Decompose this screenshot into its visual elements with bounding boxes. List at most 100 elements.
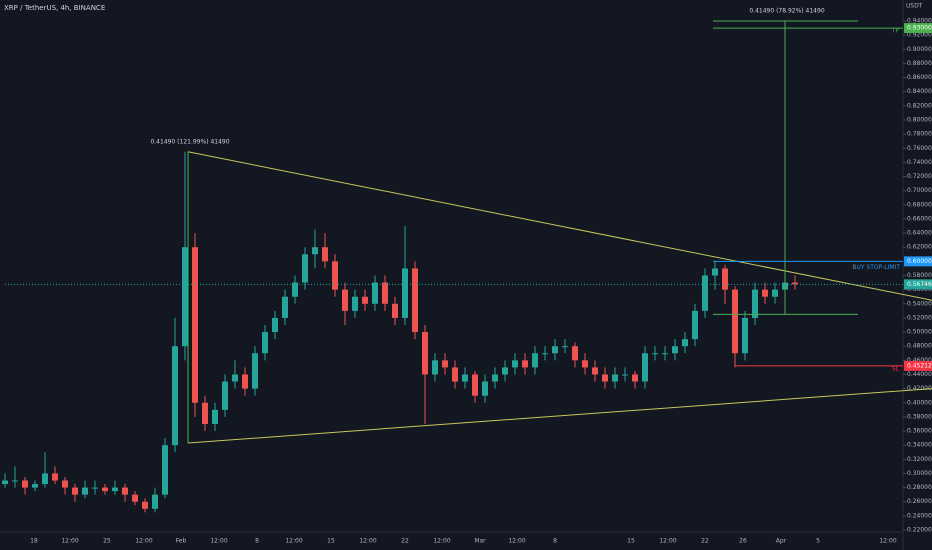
candle-body [562, 346, 568, 348]
candle-body [422, 332, 428, 375]
x-tick-label: 12:00 [508, 538, 525, 545]
candle-body [652, 353, 658, 355]
price-line-name: BUY STOP-LIMIT [852, 264, 900, 271]
candle-body [612, 374, 618, 382]
y-tick-label: 0.24000 [907, 512, 932, 519]
x-tick-label: 18 [30, 538, 38, 545]
candle-body [22, 480, 28, 488]
y-tick-label: 0.42000 [907, 385, 932, 392]
y-tick-label: 0.84000 [907, 88, 932, 95]
candle-body [162, 445, 168, 495]
candle-body [362, 296, 368, 304]
candle-body [282, 296, 288, 318]
y-tick-label: 0.40000 [907, 399, 932, 406]
candle-body [332, 261, 338, 290]
candle-body [402, 268, 408, 318]
candle-body [582, 360, 588, 368]
candle-body [662, 353, 668, 355]
candle-body [672, 346, 678, 354]
x-tick-label: Feb [176, 538, 187, 545]
price-tag [904, 360, 932, 371]
candle-body [642, 353, 648, 382]
candle-body [32, 484, 38, 488]
y-tick-label: 0.52000 [907, 314, 932, 321]
x-tick-label: 12:00 [285, 538, 302, 545]
candle-body [182, 247, 188, 347]
y-tick-label: 0.62000 [907, 244, 932, 251]
candle-body [462, 374, 468, 382]
candle-body [412, 268, 418, 333]
candle-body [122, 487, 128, 495]
y-tick-label: 0.64000 [907, 230, 932, 237]
candle-body [142, 501, 148, 509]
candle-body [432, 360, 438, 375]
x-tick-label: 22 [701, 538, 709, 545]
price-line-name: SL [892, 365, 900, 372]
candle-body [392, 303, 398, 318]
candle-body [172, 346, 178, 446]
y-tick-label: 0.82000 [907, 102, 932, 109]
y-tick-label: 0.92000 [907, 32, 932, 39]
x-tick-label: 12:00 [879, 538, 896, 545]
price-tag [904, 23, 932, 34]
trendline [187, 151, 932, 301]
candle-body [302, 254, 308, 283]
x-tick-label: 15 [327, 538, 335, 545]
y-tick-label: 0.88000 [907, 60, 932, 67]
candle-body [222, 381, 228, 410]
y-tick-label: 0.36000 [907, 428, 932, 435]
candle-body [742, 317, 748, 354]
candle-body [62, 480, 68, 488]
candle-body [72, 487, 78, 495]
y-tick-label: 0.50000 [907, 329, 932, 336]
price-tag [904, 256, 932, 267]
x-tick-label: 12:00 [210, 538, 227, 545]
candle-body [602, 374, 608, 382]
chart-title: XRP / TetherUS, 4h, BINANCE [4, 4, 105, 12]
candle-body [192, 247, 198, 403]
candle-body [772, 289, 778, 297]
y-tick-label: 0.26000 [907, 498, 932, 505]
candle-body [232, 374, 238, 382]
y-tick-label: 0.54000 [907, 300, 932, 307]
y-tick-label: 0.78000 [907, 131, 932, 138]
candle-body [792, 282, 798, 285]
currency: USDT [906, 3, 923, 10]
candle-body [212, 409, 218, 424]
y-tick-label: 0.38000 [907, 413, 932, 420]
y-tick-label: 0.56000 [907, 286, 932, 293]
y-tick-label: 0.80000 [907, 116, 932, 123]
y-tick-label: 0.44000 [907, 371, 932, 378]
y-tick-label: 0.74000 [907, 159, 932, 166]
y-tick-label: 0.32000 [907, 456, 932, 463]
candle-body [732, 289, 738, 354]
x-tick-label: 12:00 [135, 538, 152, 545]
x-tick-label: 26 [739, 538, 747, 545]
y-tick-label: 0.58000 [907, 272, 932, 279]
candle-body [242, 374, 248, 389]
candle-body [112, 487, 118, 492]
x-tick-label: Apr [776, 538, 787, 545]
candle-body [632, 374, 638, 382]
candle-body [202, 402, 208, 424]
candle-body [682, 339, 688, 347]
candle-body [152, 494, 158, 509]
price-tag-label: 0.60000 [907, 258, 932, 265]
y-tick-label: 0.90000 [907, 46, 932, 53]
y-tick-label: 0.72000 [907, 173, 932, 180]
candle-body [262, 332, 268, 354]
candle-body [382, 282, 388, 304]
candle-body [492, 374, 498, 382]
y-tick-label: 0.48000 [907, 343, 932, 350]
candle-body [92, 487, 98, 489]
candle-body [552, 346, 558, 354]
y-tick-label: 0.22000 [907, 527, 932, 534]
candle-body [452, 367, 458, 382]
x-tick-label: 15 [627, 538, 635, 545]
candle-body [132, 494, 138, 502]
x-tick-label: 12:00 [61, 538, 78, 545]
y-tick-label: 0.34000 [907, 442, 932, 449]
candle-body [12, 480, 18, 482]
